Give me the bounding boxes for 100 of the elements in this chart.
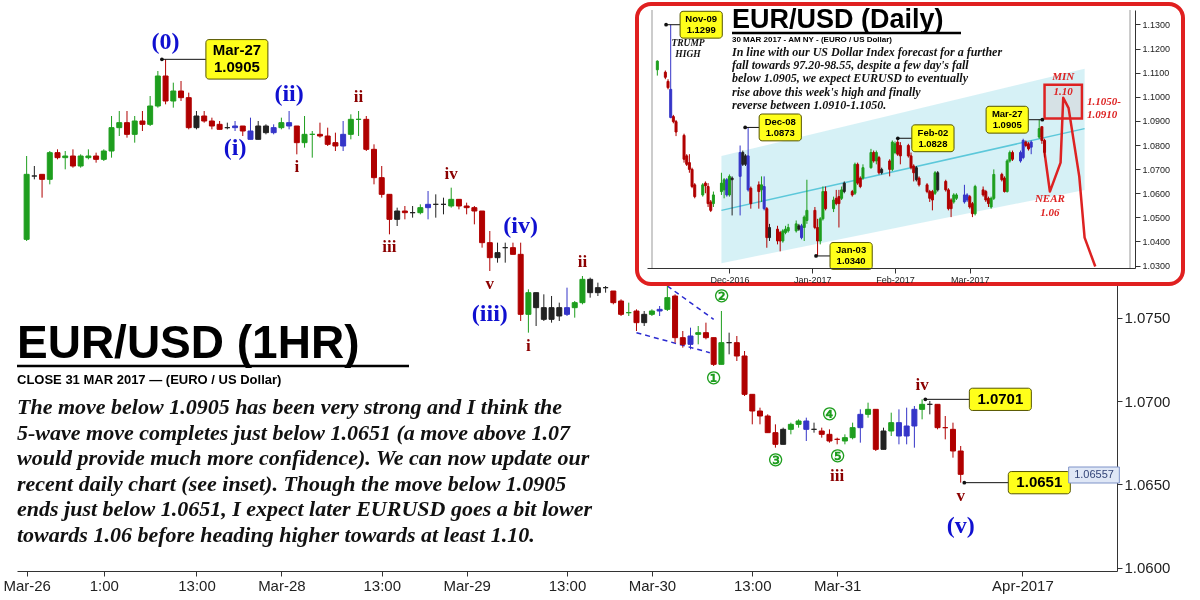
x-tick-label: Mar-30 [628, 576, 677, 594]
candlestick [193, 110, 200, 130]
candlestick [316, 122, 323, 139]
x-tick-label: Jan-2017 [793, 274, 832, 285]
annotation: (0) [151, 28, 180, 55]
x-tick-label: Mar-2017 [951, 274, 990, 285]
candlestick [232, 120, 239, 132]
y-tick-label: 1.0800 [1142, 140, 1171, 151]
candlestick [725, 177, 729, 198]
annotation: iv [915, 375, 930, 395]
annotation: TRUMP HIGH [671, 38, 705, 59]
y-tick-label: 1.0900 [1142, 116, 1171, 127]
candlestick [347, 113, 354, 140]
candlestick [39, 173, 46, 199]
candlestick [301, 115, 308, 149]
candlestick [762, 175, 766, 211]
text: 1.0651 [1016, 473, 1063, 491]
annotation: (v) [946, 512, 975, 539]
candlestick [664, 285, 671, 312]
x-tick-label: 13:00 [734, 576, 772, 594]
candlestick [695, 325, 702, 345]
candlestick [401, 205, 408, 220]
band-label: 1.1050- 1.0910 [1086, 94, 1122, 120]
text: Feb-02 1.0828 [917, 126, 949, 149]
annotation: i [526, 335, 532, 355]
candlestick [564, 287, 570, 317]
y-tick-label: 1.1000 [1142, 92, 1171, 103]
text: 30 MAR 2017 - AM NY - (EURO / US Dollar) [732, 35, 893, 44]
annotation: ③ [767, 450, 783, 470]
candlestick [895, 408, 902, 445]
candlestick [880, 427, 887, 450]
y-tick-label: 1.1300 [1142, 19, 1171, 30]
candlestick [633, 308, 640, 332]
candlestick [247, 117, 254, 140]
x-tick-label: Mar-29 [443, 576, 491, 594]
y-tick-label: 1.1100 [1142, 68, 1170, 79]
text: Dec-08 1.0873 [764, 115, 796, 138]
y-tick-label: 1.0750 [1124, 309, 1171, 327]
text: CLOSE 31 MAR 2017 — (EURO / US Dollar) [17, 372, 282, 387]
candlestick [178, 80, 185, 102]
candlestick [293, 125, 300, 155]
annotation: ii [353, 87, 364, 106]
candlestick [730, 175, 734, 216]
candlestick [123, 110, 130, 139]
candlestick [533, 292, 540, 327]
candlestick [170, 82, 177, 109]
annotation: (iv) [503, 211, 539, 238]
candlestick [62, 150, 69, 170]
annotation: i [294, 157, 300, 177]
annotation: iii [382, 237, 397, 257]
y-tick-label: 1.0700 [1142, 164, 1171, 175]
text: Nov-09 1.1299 [685, 13, 718, 35]
x-tick-label: 13:00 [548, 576, 587, 594]
annotation: iii [830, 466, 845, 486]
annotation: iv [444, 163, 459, 183]
candlestick [865, 402, 872, 419]
candlestick [494, 242, 501, 264]
annotation: MIN 1.10 [1051, 70, 1076, 97]
candlestick [594, 282, 601, 297]
candlestick [824, 186, 828, 211]
y-tick-label: 1.0650 [1124, 475, 1171, 493]
x-tick-label: Apr-2017 [992, 576, 1054, 594]
x-tick-label: 13:00 [363, 576, 401, 594]
candlestick [756, 407, 763, 425]
candlestick [286, 110, 293, 130]
candlestick [69, 148, 76, 169]
text: Jan-03 1.0340 [836, 244, 867, 267]
candlestick [718, 310, 725, 365]
candlestick [486, 230, 493, 272]
x-tick-label: Mar-26 [3, 576, 51, 594]
annotation: (ii) [274, 80, 304, 106]
annotation: ii [577, 252, 588, 271]
x-tick-label: 13:00 [178, 576, 216, 594]
candlestick [757, 180, 761, 210]
candlestick [394, 207, 401, 227]
annotation: ⑤ [829, 447, 845, 467]
candlestick [933, 170, 937, 196]
candlestick [857, 408, 864, 444]
annotation: The move below 1.0905 has been very strong and I think the 5-wave move completes just below 1.0651 (a move above 1.07 would provide much more confidence). We can now update our recent daily chart (see inset). Though the move below 1.0905 ends just below 1.0651, I expect later EURUSD goes a bit lower towards 1.06 before heading higher towards at least 1.10. [17, 394, 593, 547]
y-tick-label: 1.0400 [1142, 236, 1171, 247]
candlestick [888, 412, 895, 437]
y-tick-label: 1.1200 [1142, 44, 1171, 55]
annotation: v [485, 274, 495, 293]
candlestick [749, 186, 753, 210]
annotation: (i) [223, 134, 247, 160]
annotation: v [956, 485, 966, 505]
y-tick-label: 1.0700 [1124, 392, 1171, 410]
candlestick [131, 115, 138, 144]
candlestick [448, 187, 455, 209]
annotation: 1.06557 [1074, 468, 1114, 480]
annotation: ① [706, 369, 722, 388]
text: EUR/USD (1HR) [17, 316, 360, 368]
y-tick-label: 1.0500 [1142, 212, 1171, 223]
candlestick [803, 417, 810, 442]
candlestick [525, 288, 532, 334]
text: 1.0701 [977, 389, 1024, 407]
candlestick [727, 173, 731, 198]
candlestick [255, 120, 262, 140]
x-tick-label: 1:00 [89, 576, 119, 594]
chart-title: EUR/USD (Daily) [732, 4, 944, 34]
